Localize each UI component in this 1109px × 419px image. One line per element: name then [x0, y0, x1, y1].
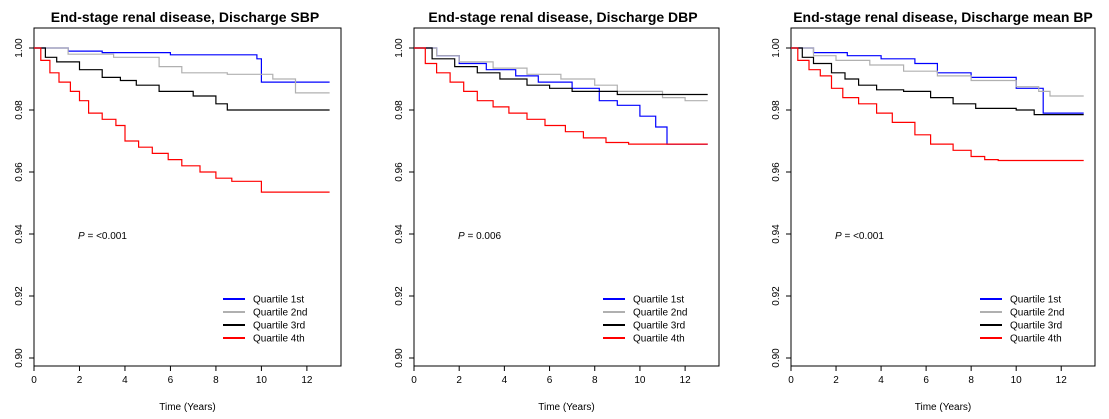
x-tick-label: 8 [968, 375, 974, 386]
chart-title: End-stage renal disease, Discharge SBP [51, 9, 319, 25]
series-line-quartile-2nd [34, 47, 330, 94]
y-tick-label: 0.92 [394, 286, 405, 306]
legend: Quartile 1st Quartile 2nd Quartile 3rd Quar… [223, 295, 307, 345]
legend-label: Quartile 2nd [253, 308, 307, 319]
p-value-symbol: P [835, 231, 842, 242]
y-tick-label: 0.92 [14, 286, 25, 306]
legend-label: Quartile 3rd [253, 321, 305, 332]
legend-label: Quartile 4th [1010, 334, 1062, 345]
x-tick-label: 0 [411, 375, 417, 386]
legend-label: Quartile 1st [633, 295, 684, 306]
x-tick-label: 0 [31, 375, 37, 386]
legend: Quartile 1st Quartile 2nd Quartile 3rd Quar… [980, 295, 1064, 345]
series-line-quartile-1st [791, 47, 1084, 114]
x-tick-label: 6 [923, 375, 929, 386]
x-tick-label: 10 [634, 375, 646, 386]
p-value-symbol: P [78, 231, 85, 242]
y-tick-label: 0.94 [394, 224, 405, 244]
chart-panel-1: End-stage renal disease, Discharge SBP 0 2… [14, 9, 342, 413]
legend-label: Quartile 4th [253, 334, 305, 345]
legend-label: Quartile 3rd [633, 321, 685, 332]
y-tick-label: 0.98 [771, 100, 782, 120]
legend-label: Quartile 1st [1010, 295, 1061, 306]
x-tick-label: 2 [456, 375, 462, 386]
y-tick-label: 0.94 [14, 224, 25, 244]
x-tick-label: 8 [592, 375, 598, 386]
x-tick-label: 12 [680, 375, 692, 386]
legend-label: Quartile 2nd [1010, 308, 1064, 319]
chart-title: End-stage renal disease, Discharge DBP [428, 9, 697, 25]
x-tick-label: 10 [1011, 375, 1023, 386]
series-line-quartile-1st [34, 47, 330, 83]
x-tick-label: 2 [77, 375, 83, 386]
p-value-annotation: P = <0.001 [835, 231, 884, 242]
x-tick-label: 6 [168, 375, 174, 386]
plot-frame [33, 27, 342, 367]
p-value-text: = <0.001 [842, 231, 885, 242]
series-line-quartile-3rd [34, 47, 330, 111]
y-tick-label: 1.00 [14, 38, 25, 58]
series-line-quartile-4th [34, 47, 330, 193]
x-axis-label: Time (Years) [159, 402, 216, 413]
y-tick-label: 0.98 [14, 100, 25, 120]
y-tick-label: 0.96 [14, 162, 25, 182]
series-line-quartile-4th [414, 47, 708, 145]
series-line-quartile-1st [414, 47, 708, 145]
legend-label: Quartile 2nd [633, 308, 687, 319]
x-tick-label: 0 [788, 375, 794, 386]
x-axis-label: Time (Years) [538, 402, 595, 413]
y-tick-label: 1.00 [394, 38, 405, 58]
x-tick-label: 2 [833, 375, 839, 386]
series-line-quartile-3rd [791, 47, 1084, 116]
y-tick-label: 0.96 [771, 162, 782, 182]
plot-frame [413, 27, 720, 367]
p-value-annotation: P = <0.001 [78, 231, 127, 242]
y-tick-label: 1.00 [771, 38, 782, 58]
y-tick-label: 0.92 [771, 286, 782, 306]
series-line-quartile-3rd [414, 47, 708, 96]
y-tick-label: 0.96 [394, 162, 405, 182]
x-tick-label: 10 [256, 375, 268, 386]
y-tick-label: 0.98 [394, 100, 405, 120]
p-value-annotation: P = 0.006 [458, 231, 502, 242]
y-tick-label: 0.94 [771, 224, 782, 244]
p-value-symbol: P [458, 231, 465, 242]
p-value-text: = <0.001 [85, 231, 128, 242]
x-tick-label: 12 [301, 375, 313, 386]
x-tick-label: 4 [502, 375, 508, 386]
plot-frame [790, 27, 1096, 367]
legend-label: Quartile 4th [633, 334, 685, 345]
chart-panel-2: End-stage renal disease, Discharge DBP 0 2… [394, 9, 720, 413]
x-axis-label: Time (Years) [915, 402, 972, 413]
x-tick-label: 8 [213, 375, 219, 386]
chart-panel-3: End-stage renal disease, Discharge mean … [771, 9, 1096, 413]
series-line-quartile-2nd [791, 47, 1084, 97]
x-tick-label: 4 [878, 375, 884, 386]
x-tick-label: 12 [1056, 375, 1068, 386]
y-tick-label: 0.90 [14, 348, 25, 368]
series-line-quartile-2nd [414, 47, 708, 102]
p-value-text: = 0.006 [465, 231, 502, 242]
series-line-quartile-4th [791, 47, 1084, 162]
y-tick-label: 0.90 [771, 348, 782, 368]
x-tick-label: 6 [547, 375, 553, 386]
legend-label: Quartile 1st [253, 295, 304, 306]
legend-label: Quartile 3rd [1010, 321, 1062, 332]
legend: Quartile 1st Quartile 2nd Quartile 3rd Quar… [603, 295, 687, 345]
y-tick-label: 0.90 [394, 348, 405, 368]
chart-title: End-stage renal disease, Discharge mean … [793, 9, 1093, 25]
x-tick-label: 4 [122, 375, 128, 386]
